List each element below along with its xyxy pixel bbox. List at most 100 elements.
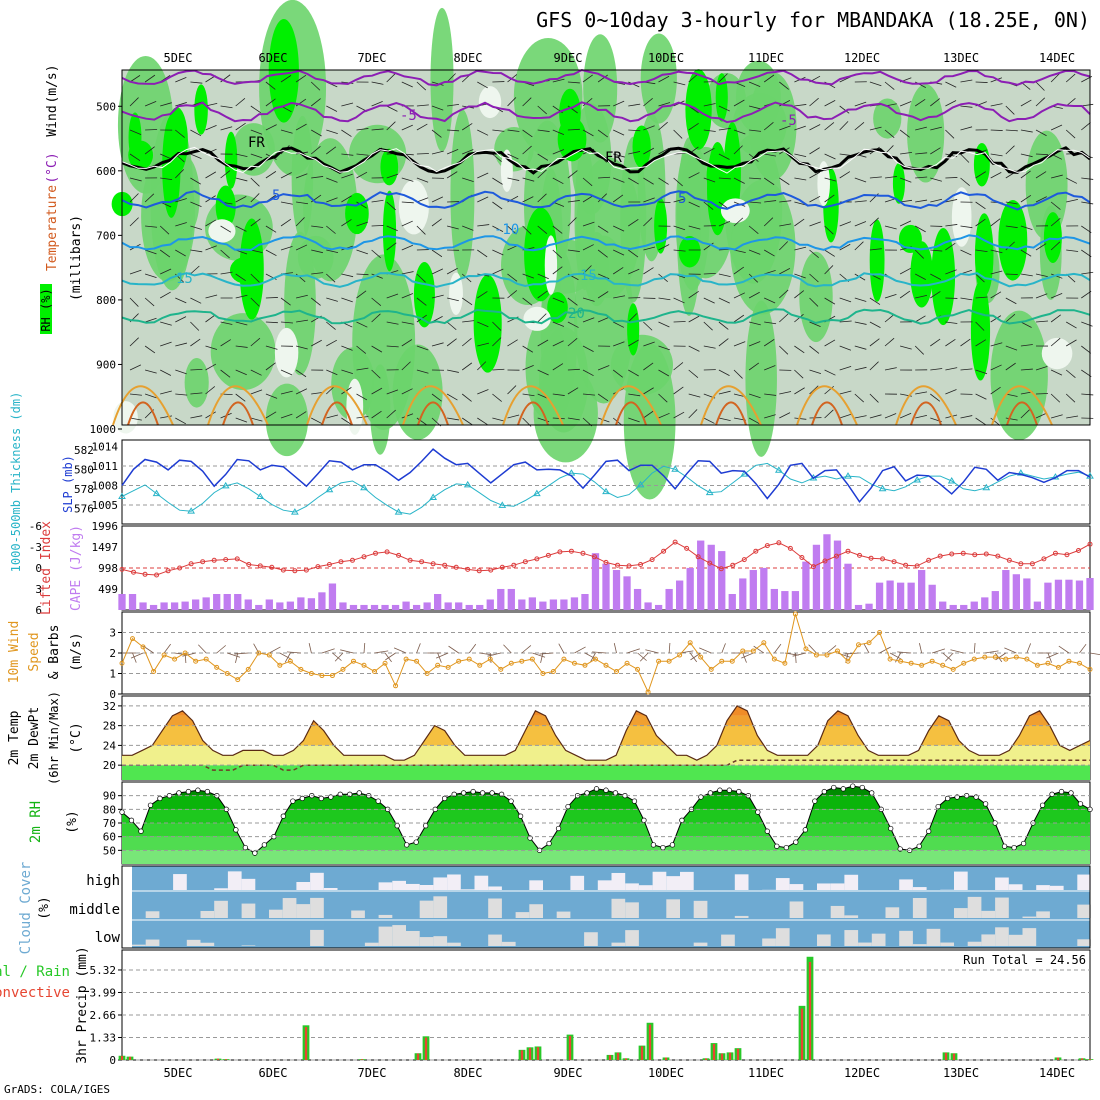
surface-wind-barb: [863, 643, 870, 654]
rh-point: [555, 825, 562, 832]
wind-barb: [794, 218, 805, 227]
wind-barb: [205, 294, 218, 299]
wind-barb: [597, 225, 609, 233]
lifted-index-point: [649, 557, 655, 563]
wind-barb: [401, 201, 414, 204]
cape-bar: [507, 588, 515, 610]
wind-barb: [296, 201, 309, 205]
wind-barb: [416, 417, 427, 426]
lifted-index-point: [177, 565, 183, 571]
cape-bar: [434, 594, 442, 610]
wind-speed-point: [256, 650, 262, 656]
wind-barb: [326, 369, 338, 376]
wind-barb: [794, 387, 805, 395]
wind-barb: [763, 177, 775, 186]
wind-barb: [386, 345, 399, 348]
wind-barb: [326, 129, 338, 135]
surface-wind-barb: [973, 642, 976, 654]
wind-barb: [658, 177, 669, 185]
temp-tick-label: 28: [103, 720, 116, 733]
wind-barb: [235, 345, 248, 348]
wind-barb: [612, 267, 624, 275]
wind-barb: [537, 129, 550, 132]
wind-speed-point: [834, 648, 840, 654]
wind-barb: [703, 201, 714, 210]
wind-barb: [628, 103, 641, 107]
wind-barb: [386, 389, 399, 395]
wind-barb: [492, 201, 503, 210]
temp-tick-label: 20: [103, 759, 116, 772]
wind-barb: [1020, 194, 1032, 203]
wind-barb: [175, 222, 187, 227]
wind-barb: [673, 129, 683, 139]
rh-area-dry: [113, 401, 138, 434]
cloud-cell: [721, 934, 735, 946]
wind-barb: [507, 129, 520, 132]
cape-bar: [1075, 580, 1084, 610]
wind-speed-point: [656, 658, 662, 664]
wind-barb: [869, 248, 882, 251]
wind-speed-point: [792, 611, 798, 617]
wind-barb: [1050, 314, 1061, 323]
wind-barb: [552, 321, 565, 327]
wind-barb: [205, 345, 218, 350]
wind-barb: [613, 341, 625, 347]
rh-area-high: [224, 131, 238, 189]
wind-barb: [673, 386, 684, 395]
wind-barb: [1081, 321, 1093, 327]
thickness-point: [982, 483, 991, 491]
lifted-index-point: [119, 566, 125, 572]
cloud-cell: [310, 897, 324, 918]
wind-speed-point: [929, 658, 935, 664]
wind-barb: [1035, 366, 1048, 371]
wind-barb: [809, 249, 819, 259]
cloud-cell: [995, 897, 1009, 918]
cloud-row-label: high: [86, 873, 120, 889]
rh-point: [755, 809, 761, 815]
boundary-contour-inner: [321, 401, 353, 426]
rh-area-mid: [392, 344, 443, 440]
wind-barb: [597, 417, 610, 423]
wind-speed-point: [519, 658, 525, 664]
wind-barb: [1035, 273, 1048, 277]
wind-barb: [552, 266, 563, 275]
surface-wind-barb: [589, 652, 596, 663]
temp-contour-minus10: [121, 68, 1091, 87]
cloud-cell: [693, 942, 708, 946]
wind-barb: [356, 345, 367, 354]
lifted-index-point: [557, 549, 563, 555]
cloud-cell: [392, 925, 406, 946]
surface-wind-barb: [374, 650, 389, 654]
wind-barb: [899, 101, 912, 107]
wind-barb: [431, 342, 444, 347]
wind-barb: [235, 98, 246, 107]
wind-barb: [492, 337, 502, 347]
wind-speed-point: [666, 658, 672, 664]
wind-barb: [990, 218, 1001, 227]
wind-barb: [311, 176, 324, 179]
wind-barb: [884, 413, 897, 419]
surface-wind-barb: [1026, 643, 1032, 654]
wind-barb: [915, 152, 928, 155]
lifted-index-point: [269, 564, 275, 570]
cloud-cell: [775, 878, 790, 890]
wind-barb: [552, 340, 564, 347]
lifted-index-point: [983, 551, 989, 557]
cape-bar: [549, 599, 558, 610]
wind-barb: [839, 243, 851, 251]
lifted-tick-label: 3: [35, 583, 42, 596]
wind-speed-point: [329, 673, 335, 679]
wind-barb: [824, 369, 836, 376]
lifted-index-point: [845, 548, 851, 554]
surface-wind-barb: [613, 643, 617, 654]
wind-barb: [129, 417, 142, 421]
precip-convective-bar: [568, 1035, 572, 1060]
wind-barb: [930, 368, 943, 371]
wind-barb: [824, 122, 835, 131]
wind-barb: [582, 97, 593, 107]
wind-barb: [764, 414, 776, 419]
cape-bar: [423, 602, 431, 610]
pressure-tick-label: 600: [96, 165, 116, 178]
precip-convective-bar: [944, 1052, 948, 1060]
lifted-index-point: [545, 552, 551, 558]
